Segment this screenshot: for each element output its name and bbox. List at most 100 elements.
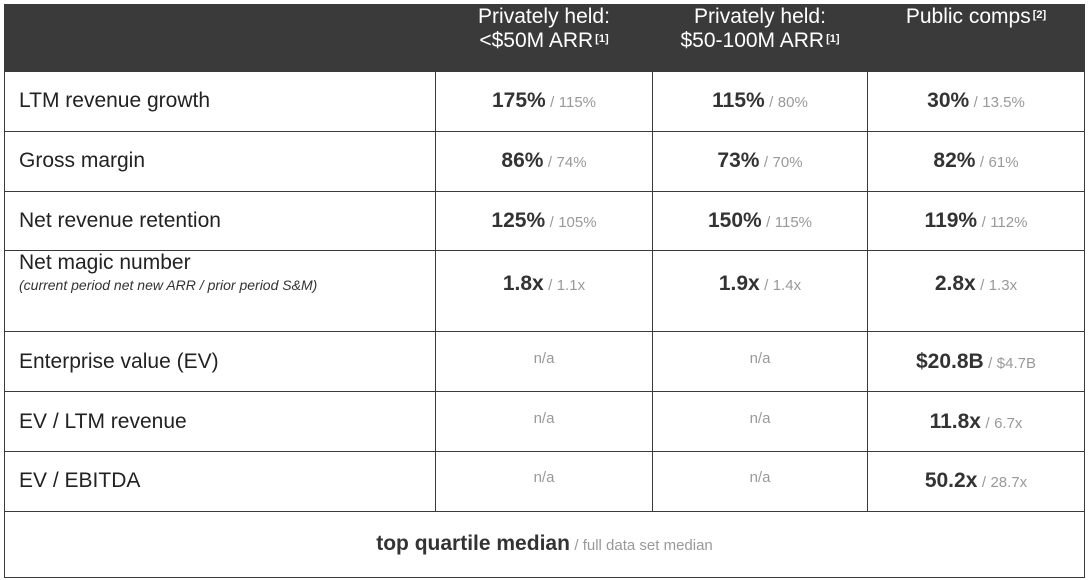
metric-cell: 115% / 80% <box>652 71 868 132</box>
header-line1: Public comps <box>905 5 1031 28</box>
metric-cell: 1.8x / 1.1x <box>435 250 653 333</box>
row-label: LTM revenue growth <box>4 71 436 132</box>
not-applicable-value: n/a <box>533 409 555 427</box>
header-line1: Privately held: <box>478 5 610 28</box>
not-applicable-value: n/a <box>749 349 771 367</box>
row-label: EV / EBITDA <box>4 450 436 512</box>
not-applicable-value: n/a <box>749 409 771 427</box>
full-median-value: 13.5% <box>982 94 1025 112</box>
value-separator: / <box>973 94 978 112</box>
value-separator: / <box>769 94 774 112</box>
top-quartile-value: $20.8B <box>916 349 984 373</box>
footnote-marker: [1] <box>595 33 609 45</box>
legend-top-quartile: top quartile median <box>376 532 570 556</box>
top-quartile-value: 175% <box>491 89 546 113</box>
table-row: Net revenue retention 125% / 105% 150% /… <box>4 190 1085 252</box>
top-quartile-value: 115% <box>712 89 765 113</box>
table-row: Enterprise value (EV) n/a n/a $20.8B / $… <box>4 331 1085 393</box>
full-median-value: 28.7x <box>990 474 1028 492</box>
metric-cell: 82% / 61% <box>867 130 1085 192</box>
table-row: EV / LTM revenue n/a n/a 11.8x / 6.7x <box>4 391 1085 452</box>
full-median-value: 1.1x <box>556 277 586 295</box>
metric-cell: 119% / 112% <box>867 190 1085 252</box>
footnote-marker: [2] <box>1032 9 1047 21</box>
value-separator: / <box>550 94 555 112</box>
full-median-value: 112% <box>990 214 1028 232</box>
legend-cell: top quartile median / full data set medi… <box>4 510 1085 579</box>
header-row: Privately held: <$50M ARR [1] Privately h… <box>4 4 1085 72</box>
metric-cell: n/a <box>652 391 868 452</box>
row-sublabel: (current period net new ARR / prior peri… <box>19 277 318 294</box>
metric-cell: n/a <box>652 331 868 393</box>
not-applicable-value: n/a <box>533 349 555 367</box>
header-line2: $50-100M ARR <box>680 29 825 52</box>
value-separator: / <box>763 154 769 172</box>
metric-cell: 2.8x / 1.3x <box>867 250 1085 333</box>
row-label: Enterprise value (EV) <box>4 331 436 393</box>
legend-full-median: / full data set median <box>574 537 713 555</box>
metric-cell: 1.9x / 1.4x <box>652 250 868 333</box>
top-quartile-value: 150% <box>707 209 762 233</box>
not-applicable-value: n/a <box>749 469 771 487</box>
row-label: Net magic number <box>19 251 191 275</box>
header-corner-cell <box>4 4 436 72</box>
header-line1: Privately held: <box>694 5 826 28</box>
full-median-value: 115% <box>774 214 813 232</box>
value-separator: / <box>981 474 987 492</box>
full-median-value: 115% <box>558 94 597 112</box>
metric-cell: 175% / 115% <box>435 71 653 132</box>
table-row: EV / EBITDA n/a n/a 50.2x / 28.7x <box>4 450 1085 512</box>
full-median-value: 74% <box>556 154 587 172</box>
metric-cell: 30% / 13.5% <box>867 71 1085 132</box>
top-quartile-value: 119% <box>924 209 978 233</box>
full-median-value: 61% <box>988 154 1019 172</box>
top-quartile-value: 30% <box>927 89 970 113</box>
metric-cell: 150% / 115% <box>652 190 868 252</box>
metric-cell: 125% / 105% <box>435 190 653 252</box>
value-separator: / <box>985 414 990 432</box>
full-median-value: $4.7B <box>996 354 1036 372</box>
footnote-marker: [1] <box>826 33 840 45</box>
metric-cell: n/a <box>652 450 868 512</box>
top-quartile-value: 82% <box>933 149 976 173</box>
header-private-50-100m: Privately held: $50-100M ARR [1] <box>652 4 868 72</box>
top-quartile-value: 50.2x <box>924 469 978 493</box>
value-separator: / <box>547 154 553 172</box>
metric-cell: 73% / 70% <box>652 130 868 192</box>
header-line2: <$50M ARR <box>479 29 594 52</box>
metrics-table: Privately held: <$50M ARR [1] Privately h… <box>4 4 1085 579</box>
row-label: Gross margin <box>4 130 436 192</box>
header-private-under-50m: Privately held: <$50M ARR [1] <box>435 4 653 72</box>
metric-cell: n/a <box>435 391 653 452</box>
header-public-comps: Public comps [2] <box>867 4 1085 72</box>
top-quartile-value: 125% <box>491 209 546 233</box>
top-quartile-value: 73% <box>717 149 760 173</box>
table-row: Net magic number (current period net new … <box>4 250 1085 333</box>
value-separator: / <box>979 154 985 172</box>
full-median-value: 1.3x <box>988 277 1018 295</box>
value-separator: / <box>549 214 554 232</box>
value-separator: / <box>988 354 993 372</box>
full-median-value: 105% <box>558 214 597 232</box>
value-separator: / <box>764 277 769 295</box>
metric-cell: 50.2x / 28.7x <box>867 450 1085 512</box>
full-median-value: 6.7x <box>994 414 1023 432</box>
row-label-cell: Net magic number (current period net new … <box>4 250 436 333</box>
metric-cell: 86% / 74% <box>435 130 653 192</box>
top-quartile-value: 1.8x <box>502 272 544 296</box>
value-separator: / <box>981 214 986 232</box>
top-quartile-value: 1.9x <box>718 272 760 296</box>
table-row: Gross margin 86% / 74% 73% / 70% 82% / 6… <box>4 130 1085 192</box>
full-median-value: 80% <box>777 94 808 112</box>
full-median-value: 70% <box>772 154 803 172</box>
metric-cell: $20.8B / $4.7B <box>867 331 1085 393</box>
row-label: EV / LTM revenue <box>4 391 436 452</box>
not-applicable-value: n/a <box>533 469 555 487</box>
metric-cell: n/a <box>435 331 653 393</box>
value-separator: / <box>980 277 985 295</box>
value-separator: / <box>766 214 771 232</box>
top-quartile-value: 2.8x <box>934 272 976 296</box>
row-label: Net revenue retention <box>4 190 436 252</box>
table-row: LTM revenue growth 175% / 115% 115% / 80… <box>4 71 1085 132</box>
top-quartile-value: 86% <box>501 149 544 173</box>
